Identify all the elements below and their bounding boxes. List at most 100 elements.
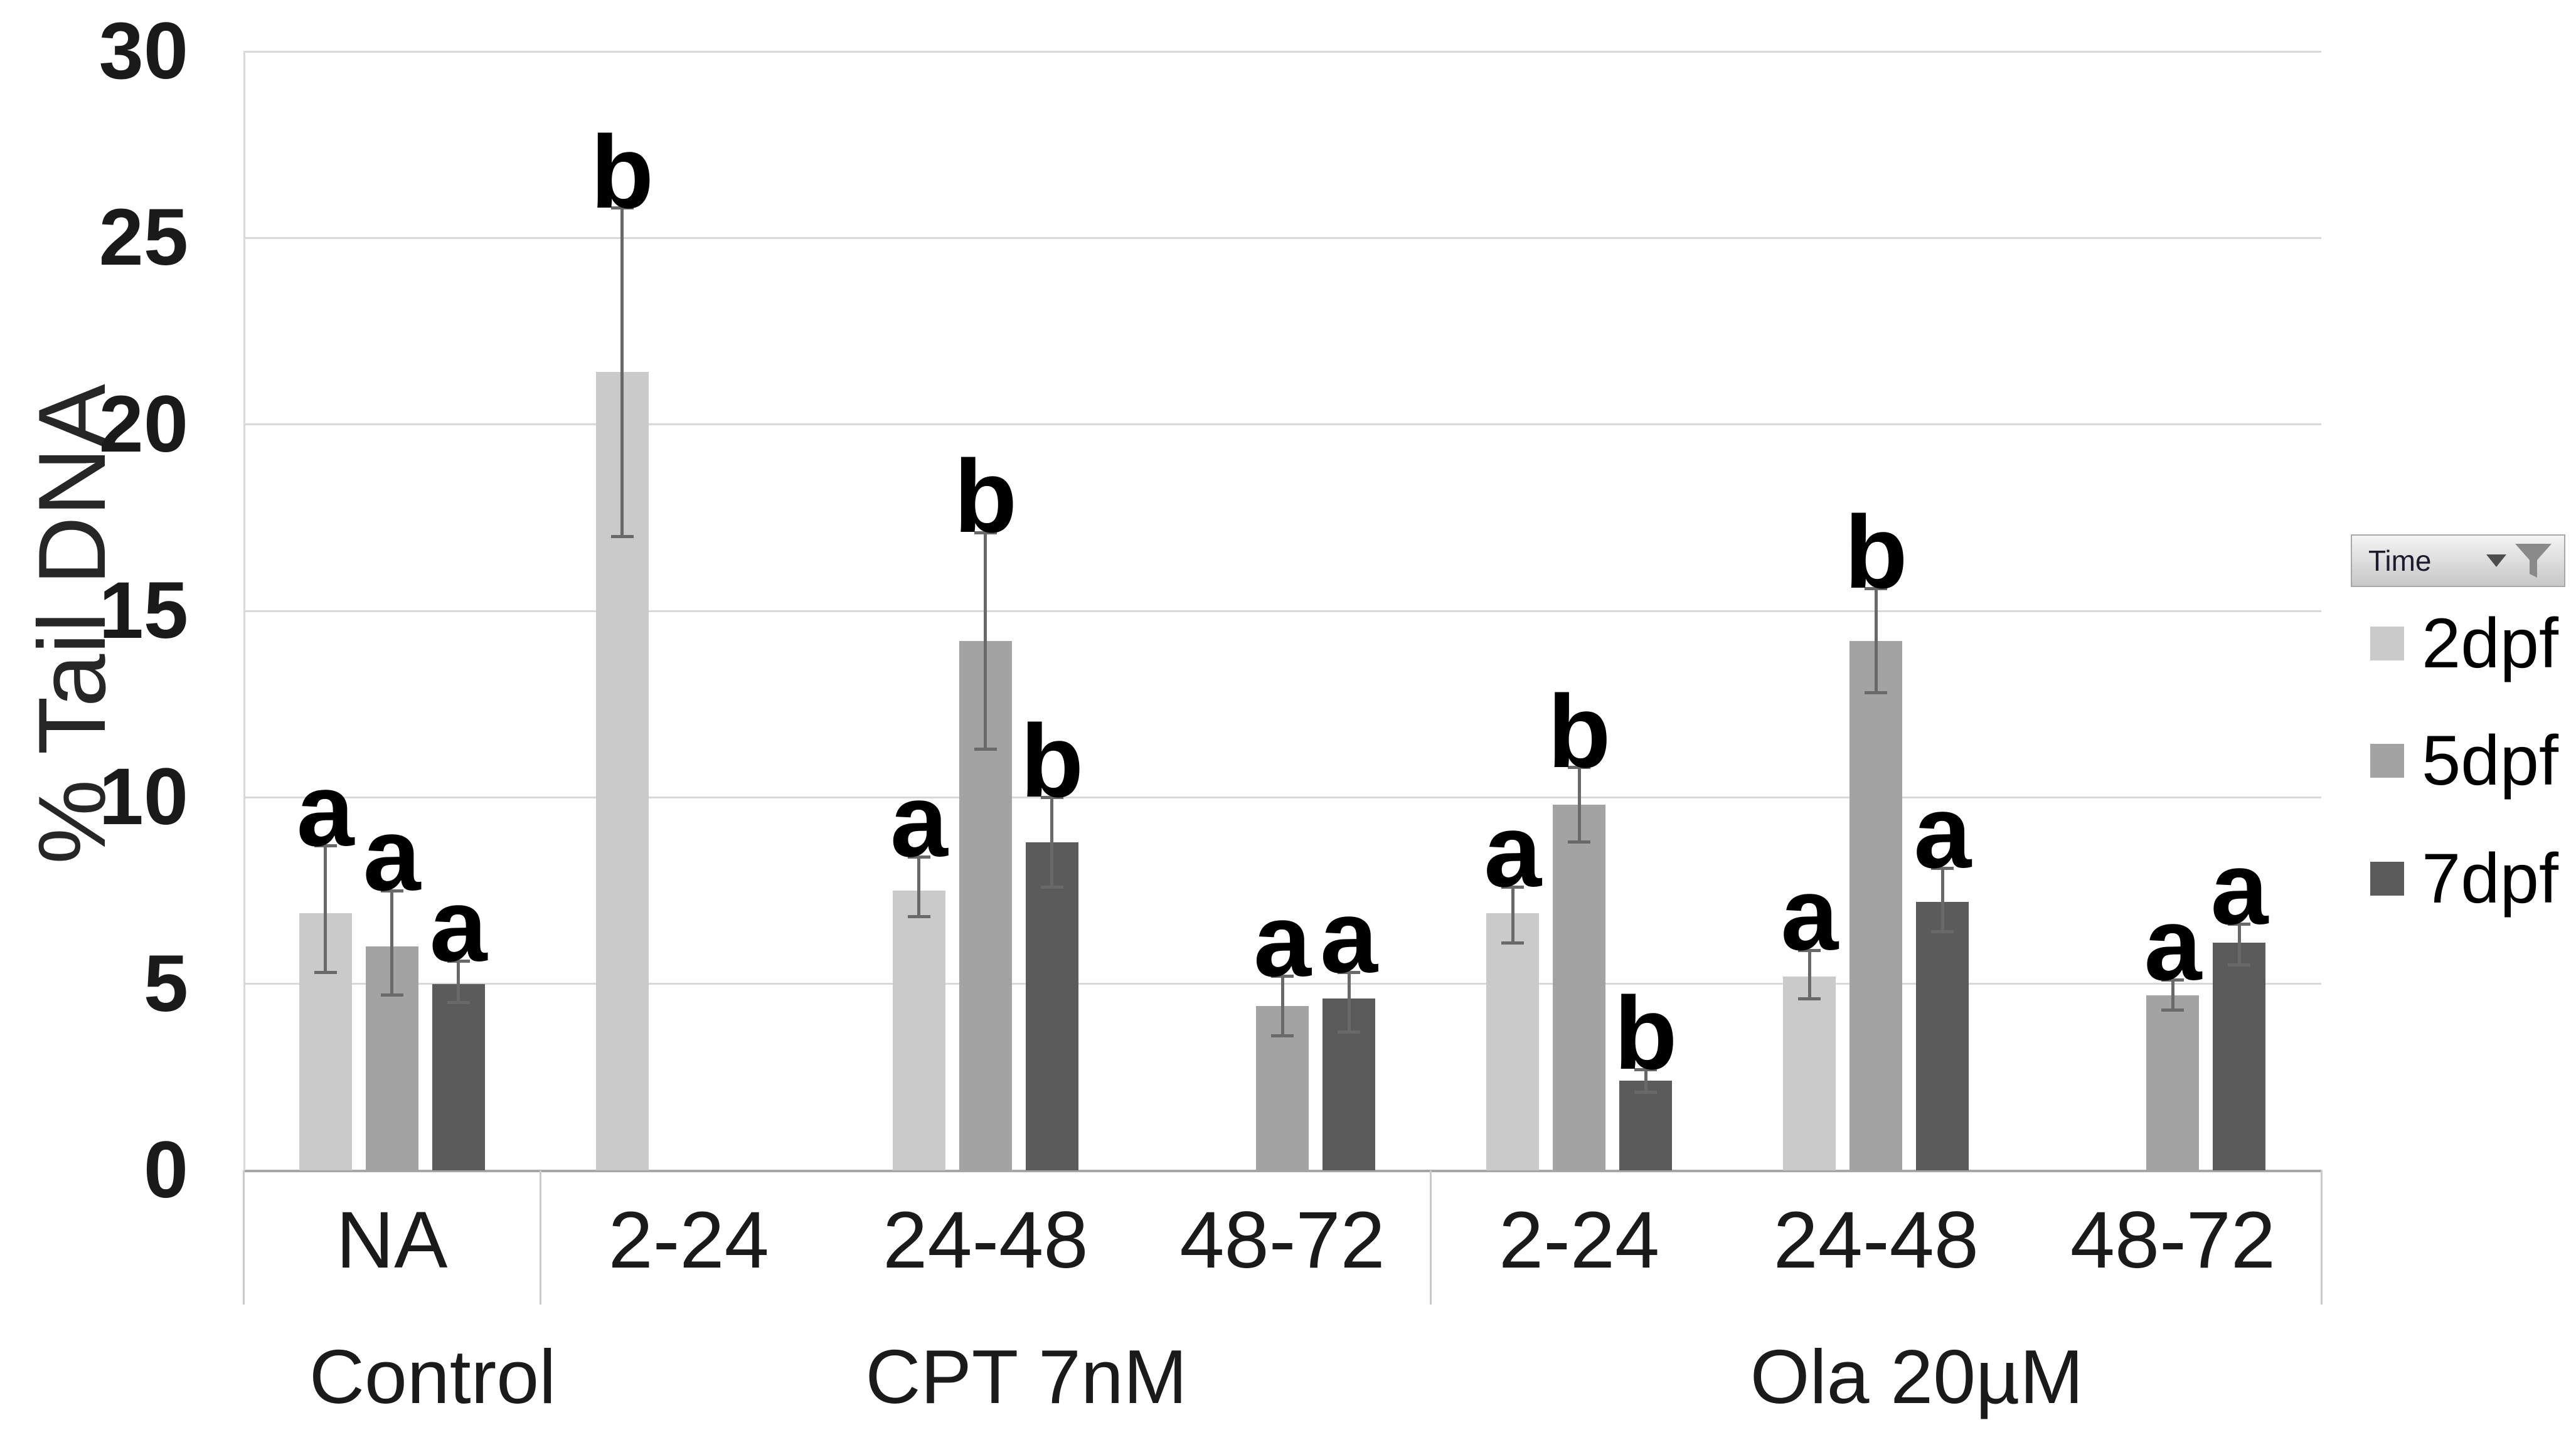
significance-letter: a [1913,774,1972,890]
significance-letter: a [296,751,354,867]
significance-letter: a [429,867,487,983]
error-bar-cap-top [610,206,634,210]
significance-letter: b [1614,975,1678,1091]
significance-letter: a [1320,878,1378,994]
gridline [243,610,2321,612]
bar-5dpf [1850,640,1903,1170]
error-bar-cap-bottom [380,993,403,997]
bar-7dpf [1916,901,1969,1170]
error-bar [2171,980,2174,1010]
significance-letter: b [1547,673,1611,789]
error-bar-cap-bottom [610,534,634,538]
error-bar-cap-bottom [447,1000,470,1004]
significance-letter: a [1780,856,1839,972]
error-bar-cap-top [447,960,470,963]
error-bar [984,532,987,749]
error-bar-cap-top [2228,923,2251,926]
bar-7dpf [2213,943,2266,1170]
error-bar-cap-top [974,531,997,534]
error-bar-cap-top [314,844,337,848]
x-tick-label: NA [336,1195,448,1285]
error-bar-cap-top [1931,866,1954,870]
x-axis-line [243,1170,2321,1172]
error-bar-cap-bottom [1271,1034,1294,1038]
legend-swatch-icon [2370,744,2404,778]
y-tick-label: 10 [98,752,188,842]
error-bar-cap-bottom [1568,840,1591,844]
time-filter-button[interactable]: Time [2351,534,2565,587]
axis-divider [1430,1170,1432,1305]
error-bar [1874,588,1878,693]
error-bar [1940,868,1944,932]
error-bar-cap-top [2161,978,2185,982]
significance-letter: a [890,763,948,879]
axis-divider [242,1170,245,1305]
error-bar-cap-bottom [1931,929,1954,933]
gridline [243,236,2321,239]
error-bar-cap-bottom [1865,691,1888,695]
error-bar [1807,950,1811,999]
error-bar [1280,976,1284,1036]
y-axis-line [243,51,245,1170]
filter-funnel-icon [2515,544,2552,578]
filter-button-label: Time [2368,544,2432,577]
error-bar [324,845,327,973]
bar-2dpf [1486,913,1540,1170]
axis-divider [539,1170,541,1305]
legend-swatch-icon [2370,862,2404,896]
error-bar-cap-bottom [2161,1008,2185,1012]
error-bar [457,961,460,1003]
significance-letter: b [590,114,654,230]
significance-letter: b [1844,494,1908,610]
error-bar-cap-top [1501,885,1525,889]
x-tick-label: 2-24 [1499,1195,1660,1285]
error-bar [1644,1069,1647,1093]
bar-7dpf [432,983,485,1170]
bar-5dpf [2146,995,2200,1170]
legend-item: 5dpf [2370,723,2558,798]
group-label: CPT 7nM [865,1334,1188,1419]
error-bar-cap-top [907,855,930,859]
error-bar [2237,924,2241,965]
bar-2dpf [892,891,945,1170]
gridline [243,423,2321,426]
group-label: Ola 20µM [1750,1334,2084,1419]
error-bar-cap-top [380,889,403,892]
significance-letter: b [954,438,1018,554]
dropdown-arrow-icon [2486,554,2506,567]
error-bar-cap-top [1338,971,1360,975]
legend-item-label: 7dpf [2422,839,2558,918]
error-bar-cap-top [1634,1067,1658,1071]
y-tick-label: 15 [98,566,188,655]
error-bar-cap-bottom [974,747,997,751]
legend-item: 7dpf [2370,841,2558,916]
error-bar [390,891,394,995]
error-bar [1050,797,1054,887]
x-tick-label: 48-72 [2070,1195,2276,1285]
legend-item: 2dpf [2370,606,2558,681]
y-tick-label: 30 [98,6,188,96]
error-bar-cap-bottom [1798,997,1821,1000]
error-bar-cap-top [1865,586,1888,590]
error-bar [1577,767,1581,842]
error-bar-cap-top [1568,766,1591,770]
significance-letter: a [2144,886,2202,1002]
bar-7dpf [1619,1081,1673,1170]
y-tick-label: 25 [98,193,188,283]
error-bar-cap-bottom [907,915,930,919]
legend-swatch-icon [2370,627,2404,660]
error-bar-cap-top [1798,948,1821,952]
group-label: Control [309,1334,556,1419]
error-bar [1511,887,1514,943]
error-bar-cap-bottom [1501,941,1525,945]
error-bar [1347,972,1351,1032]
error-bar-cap-bottom [1634,1090,1658,1094]
significance-letter: a [363,797,421,912]
legend-item-label: 5dpf [2422,721,2558,800]
legend-item-label: 2dpf [2422,604,2558,682]
y-tick-label: 20 [98,379,188,469]
significance-letter: a [1253,882,1311,998]
error-bar-cap-top [1271,975,1294,978]
bar-5dpf [1553,805,1606,1170]
